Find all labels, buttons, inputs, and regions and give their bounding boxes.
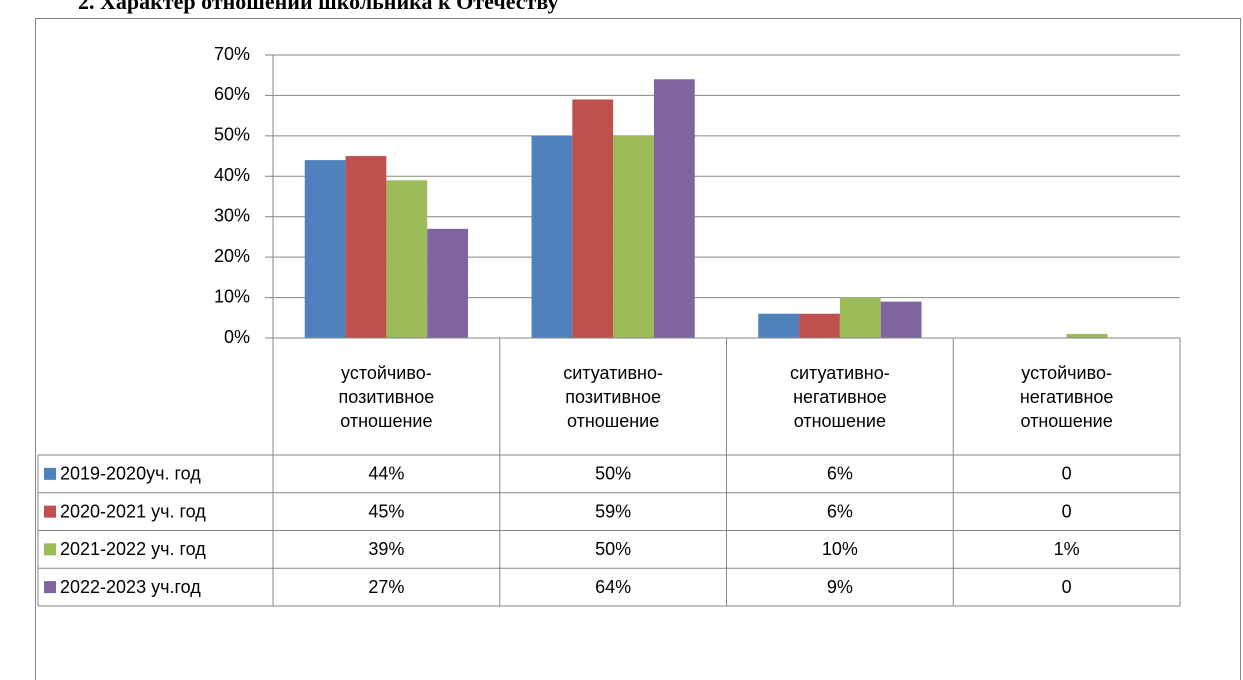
y-tick-label: 50%: [214, 125, 250, 145]
data-label: 10%: [822, 539, 858, 559]
legend-key: [44, 581, 56, 594]
legend-label: 2021-2022 уч. год: [60, 539, 206, 559]
bar: [613, 135, 654, 338]
legend-key: [44, 467, 56, 480]
bar: [758, 313, 800, 338]
y-tick-label: 30%: [214, 205, 250, 225]
y-tick-label: 20%: [214, 246, 250, 266]
bar: [386, 180, 428, 338]
data-label: 50%: [595, 464, 631, 484]
legend-label: 2019-2020уч. год: [60, 464, 201, 484]
category-text: ситуативно-негативное отношение: [790, 362, 890, 431]
y-tick-label: 0%: [224, 327, 250, 347]
x-tick-label: ситуативно-негативное отношение: [727, 338, 954, 455]
data-label: 45%: [368, 501, 404, 521]
data-label: 44%: [368, 464, 404, 484]
bar: [304, 160, 346, 338]
bar: [839, 297, 881, 338]
data-label: 64%: [595, 577, 631, 597]
data-label: 1%: [1054, 539, 1080, 559]
category-text: устойчиво-негативное отношение: [1019, 362, 1114, 431]
legend-label: 2022-2023 уч.год: [60, 577, 201, 597]
bar: [572, 99, 614, 338]
data-label: 59%: [595, 501, 631, 521]
legend-key: [44, 505, 56, 518]
data-label: 9%: [827, 577, 853, 597]
bar: [531, 135, 573, 338]
bar: [880, 301, 922, 338]
x-tick-label: ситуативно-позитивное отношение: [500, 338, 727, 455]
data-label: 50%: [595, 539, 631, 559]
bar: [345, 156, 387, 338]
chart-title: 2. Характер отношений школьника к Отечес…: [78, 0, 558, 14]
data-label: 6%: [827, 501, 853, 521]
data-label: 0: [1062, 501, 1072, 521]
category-text: устойчиво-позитивное отношение: [338, 362, 435, 431]
data-label: 39%: [368, 539, 404, 559]
bar: [653, 79, 695, 338]
y-tick-label: 60%: [214, 84, 250, 104]
bar: [427, 228, 469, 338]
data-label: 6%: [827, 464, 853, 484]
data-label: 0: [1062, 577, 1072, 597]
bar: [1066, 333, 1108, 338]
x-tick-label: устойчиво-позитивное отношение: [273, 338, 500, 455]
category-text: ситуативно-позитивное отношение: [563, 362, 663, 431]
y-tick-label: 10%: [214, 286, 250, 306]
data-label: 0: [1062, 464, 1072, 484]
x-tick-label: устойчиво-негативное отношение: [953, 338, 1180, 455]
legend-key: [44, 543, 56, 556]
y-tick-label: 40%: [214, 165, 250, 185]
legend-label: 2020-2021 уч. год: [60, 501, 206, 521]
chart-border: [35, 18, 1241, 680]
bar: [799, 313, 840, 338]
y-tick-label: 70%: [214, 44, 250, 64]
data-label: 27%: [368, 577, 404, 597]
